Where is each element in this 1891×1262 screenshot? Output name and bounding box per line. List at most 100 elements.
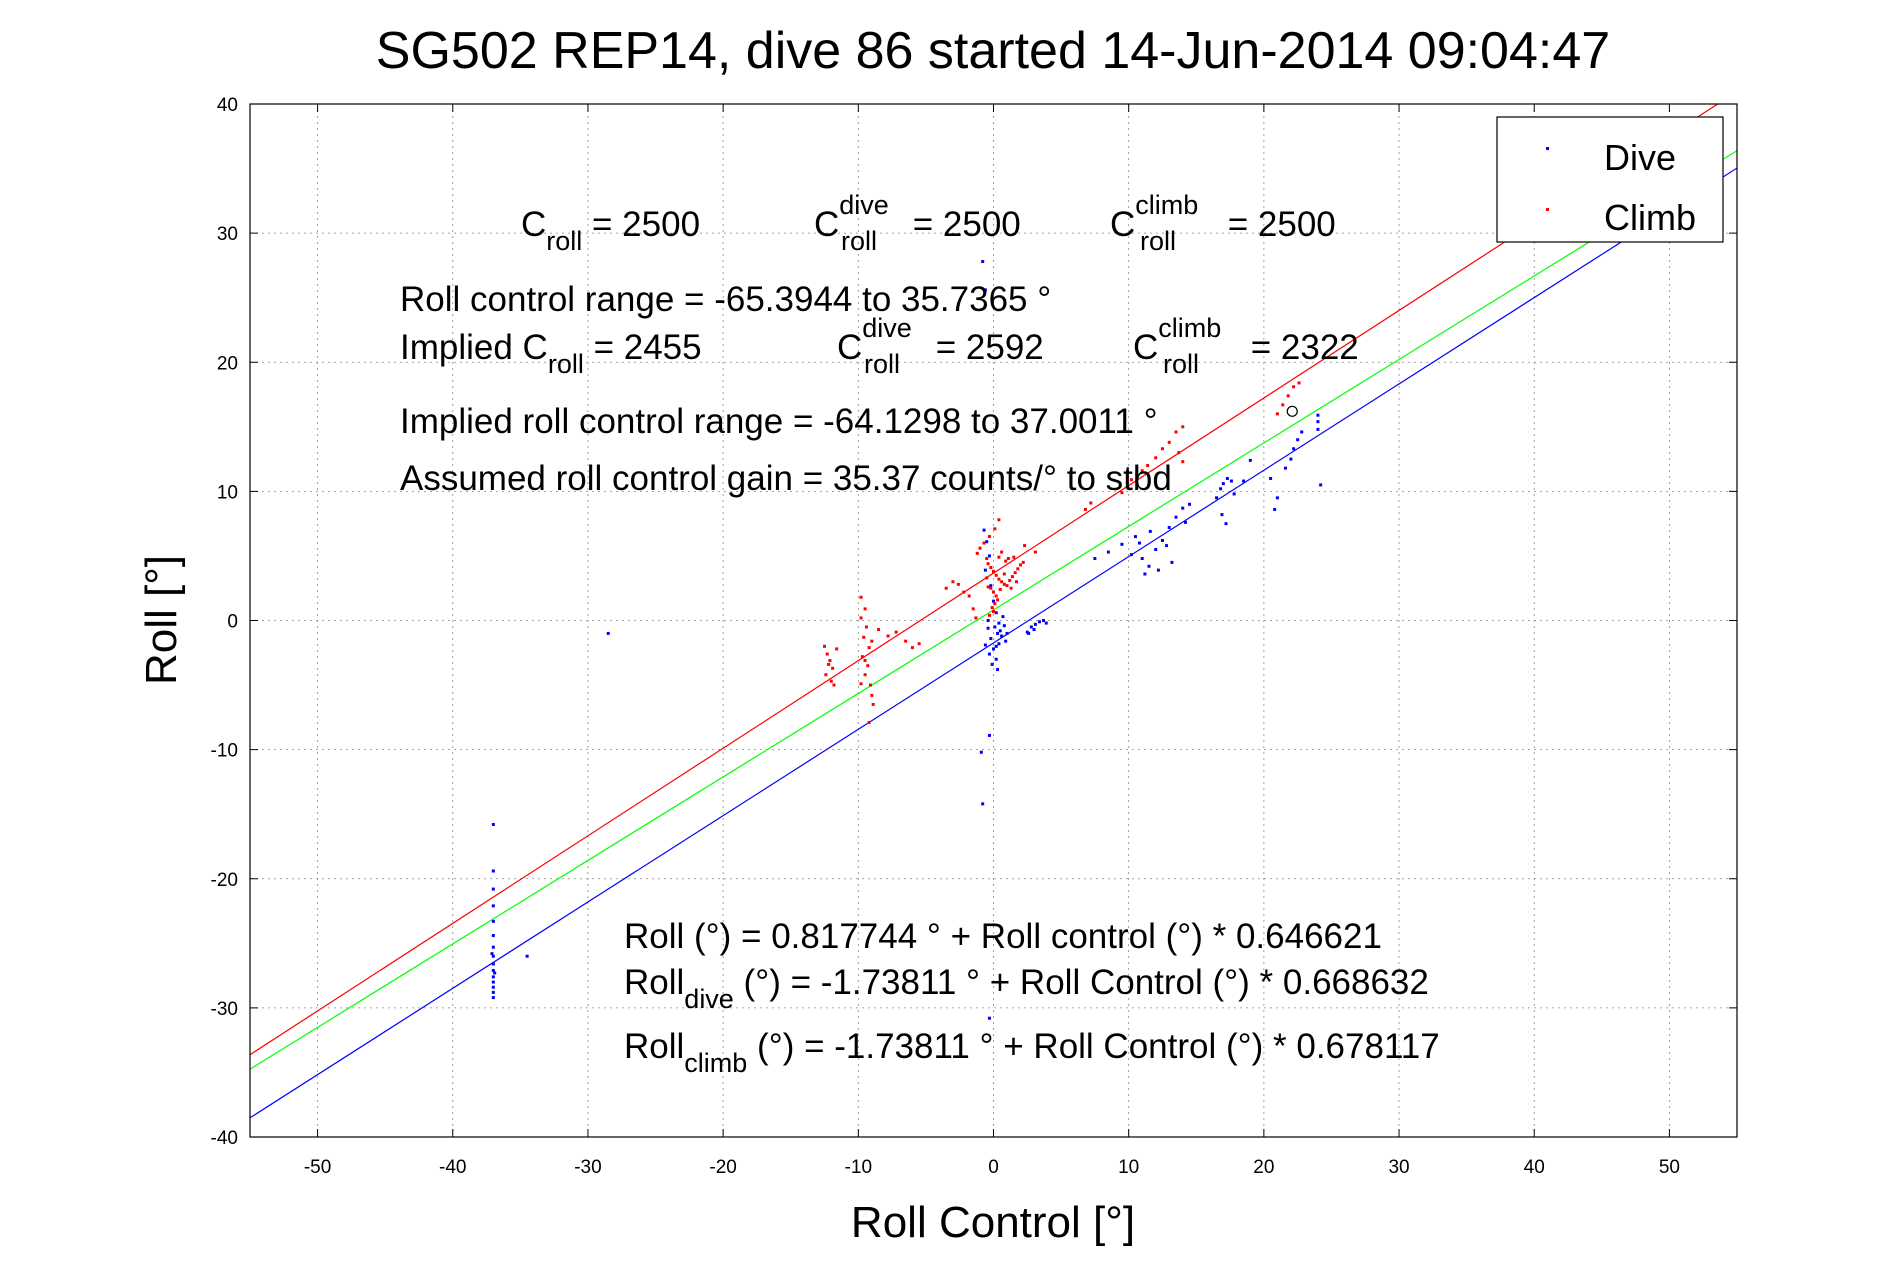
dive-point [1129, 553, 1133, 557]
dive-point [1154, 547, 1158, 551]
climb-point [986, 562, 990, 566]
legend: Dive Climb [1496, 116, 1724, 243]
climb-point [1177, 451, 1181, 455]
climb-point [823, 644, 827, 648]
climb-point [829, 679, 833, 683]
legend-box [1496, 116, 1724, 243]
circle-marker [1286, 405, 1298, 417]
dive-point [491, 887, 495, 891]
climb-point [997, 555, 1001, 559]
dive-point [1219, 487, 1223, 491]
plot-frame [249, 103, 1738, 1138]
dive-point [491, 823, 495, 827]
annotation-c-roll-climb: Cclimb roll = 2500 [1110, 190, 1336, 256]
dive-point [1106, 550, 1110, 554]
dive-point [1221, 482, 1225, 486]
dive-point [1170, 560, 1174, 564]
x-tick-label: 0 [988, 1157, 999, 1178]
climb-point [987, 535, 991, 539]
dive-point [1300, 430, 1304, 434]
dive-point [1037, 620, 1041, 624]
climb-point [1005, 584, 1009, 588]
climb-point [998, 588, 1002, 592]
climb-point [992, 590, 995, 594]
axis-ticks: -50 -40 -30 -20 -10 0 10 20 30 40 50 -40 -30 -20 -10 0 1… [211, 95, 1737, 1178]
dive-point [997, 621, 1001, 625]
climb-point [866, 664, 870, 668]
dive-point [1269, 476, 1273, 480]
dive-point [1001, 615, 1005, 619]
dive-point [983, 643, 987, 647]
annotation-gain: Assumed roll control gain = 35.37 counts… [400, 459, 1172, 498]
climb-point [1002, 582, 1006, 586]
dive-point [1156, 568, 1160, 572]
climb-point [1083, 507, 1087, 511]
dive-point [979, 750, 983, 754]
climb-point [831, 666, 835, 670]
chart-title: SG502 REP14, dive 86 started 14-Jun-2014… [376, 22, 1610, 80]
climb-point [904, 639, 908, 643]
dive-point [1215, 496, 1219, 500]
dive-point [1248, 458, 1252, 462]
x-tick-label: 50 [1659, 1157, 1680, 1178]
climb-point [1167, 440, 1171, 444]
climb-point [859, 682, 863, 686]
dive-point [1165, 544, 1169, 548]
dive-point [491, 968, 495, 972]
x-tick-label: -50 [304, 1157, 331, 1178]
climb-point [1275, 412, 1279, 416]
dive-point [1044, 621, 1048, 625]
legend-climb-label: Climb [1604, 197, 1696, 238]
dive-point [491, 990, 495, 994]
dive-point [989, 584, 993, 588]
dive-point [1137, 541, 1141, 545]
legend-dive-label: Dive [1604, 137, 1676, 178]
annotation-equation-all: Roll (°) = 0.817744 ° + Roll control (°)… [624, 917, 1382, 956]
dive-point [491, 985, 495, 989]
annotation-implied-c-roll: Implied Croll = 2455 [400, 328, 702, 379]
dive-point [1229, 479, 1233, 483]
dive-point [982, 528, 986, 532]
dive-point [983, 288, 987, 292]
dive-point [491, 919, 495, 923]
dive-point [1140, 557, 1144, 561]
climb-point [956, 582, 960, 586]
climb-point [962, 590, 966, 594]
dive-point [986, 626, 990, 630]
fit-line [250, 104, 1719, 1056]
climb-point [864, 625, 868, 629]
dive-point [1232, 492, 1236, 496]
dive-point [1273, 507, 1277, 511]
dive-point [491, 954, 495, 958]
dive-point [1032, 628, 1036, 632]
climb-point [1146, 464, 1150, 468]
dive-point [1188, 502, 1192, 506]
dive-point [1167, 526, 1171, 530]
dive-point [997, 642, 1001, 646]
climb-point [997, 518, 1001, 522]
climb-point [827, 662, 831, 666]
dive-point [989, 637, 993, 641]
dive-point [994, 644, 998, 648]
climb-point [1292, 385, 1296, 389]
dive-point [996, 631, 1000, 635]
annotation-c-roll: Croll = 2500 [521, 205, 700, 256]
climb-point [1160, 447, 1164, 451]
climb-point [971, 607, 975, 611]
dive-point [1316, 427, 1320, 431]
climb-point [986, 585, 990, 589]
dive-point [987, 733, 991, 737]
climb-point [1089, 501, 1093, 505]
annotation-equation-climb: Rollclimb (°) = -1.73811 ° + Roll Contro… [624, 1027, 1440, 1078]
x-tick-label: 40 [1524, 1157, 1545, 1178]
climb-point [1013, 571, 1017, 575]
y-tick-label: 20 [217, 353, 238, 374]
dive-point [1005, 631, 1009, 635]
x-tick-label: 30 [1388, 1157, 1409, 1178]
climb-point [1004, 559, 1008, 563]
x-tick-label: -30 [574, 1157, 601, 1178]
dive-point [987, 1016, 991, 1020]
dive-point [994, 657, 998, 661]
climb-point [867, 646, 871, 650]
climb-point [974, 616, 978, 620]
